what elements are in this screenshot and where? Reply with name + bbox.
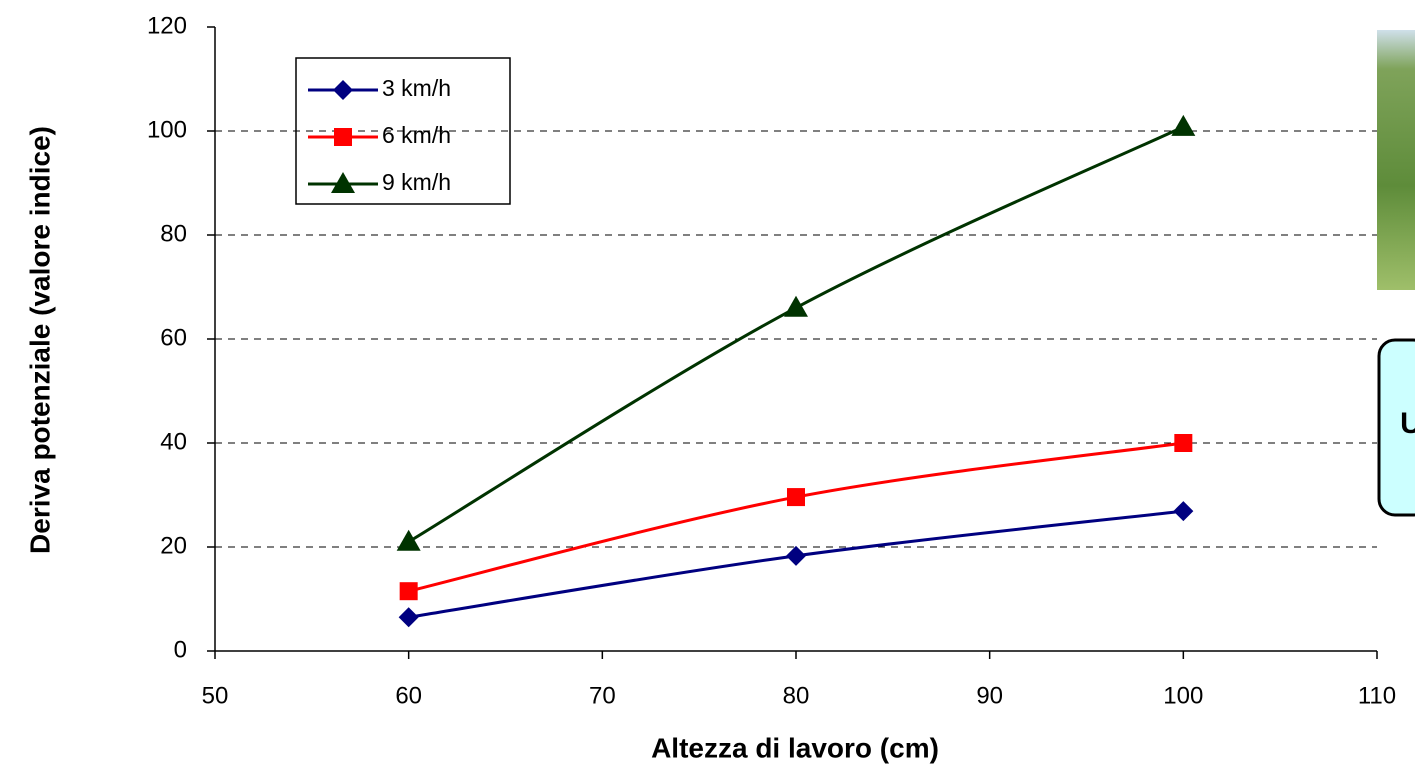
x-axis-title: Altezza di lavoro (cm) (651, 732, 939, 763)
y-tick-label: 80 (160, 220, 187, 247)
y-axis-title: Deriva potenziale (valore indice) (24, 126, 55, 554)
x-tick-label: 110 (1358, 682, 1396, 709)
legend-label: 6 km/h (382, 122, 451, 148)
y-tick-label: 60 (160, 324, 187, 351)
x-tick-label: 100 (1163, 682, 1203, 709)
data-point (1173, 501, 1193, 521)
y-tick-label: 20 (160, 532, 187, 559)
data-point (787, 488, 805, 506)
note-text: U (1400, 407, 1415, 440)
chart: U Altezza di lavoro (cm) Deriva potenzia… (0, 0, 1415, 773)
x-tick-label: 90 (976, 682, 1003, 709)
data-point (786, 546, 806, 566)
x-tick-label: 60 (395, 682, 422, 709)
series-line (409, 443, 1184, 591)
x-tick-label: 50 (202, 682, 229, 709)
legend-label: 3 km/h (382, 75, 451, 101)
y-tick-label: 40 (160, 428, 187, 455)
data-point (399, 607, 419, 627)
y-tick-label: 120 (147, 12, 187, 39)
x-tick-label: 70 (589, 682, 616, 709)
data-point (1171, 115, 1195, 136)
legend-marker (334, 128, 352, 146)
photo (1377, 30, 1415, 290)
x-tick-label: 80 (783, 682, 810, 709)
data-point (400, 582, 418, 600)
legend-label: 9 km/h (382, 169, 451, 195)
y-tick-label: 100 (147, 116, 187, 143)
data-point (1174, 434, 1192, 452)
data-point (784, 296, 808, 317)
data-point (397, 530, 421, 551)
y-tick-label: 0 (174, 636, 187, 663)
series-line (409, 127, 1184, 542)
